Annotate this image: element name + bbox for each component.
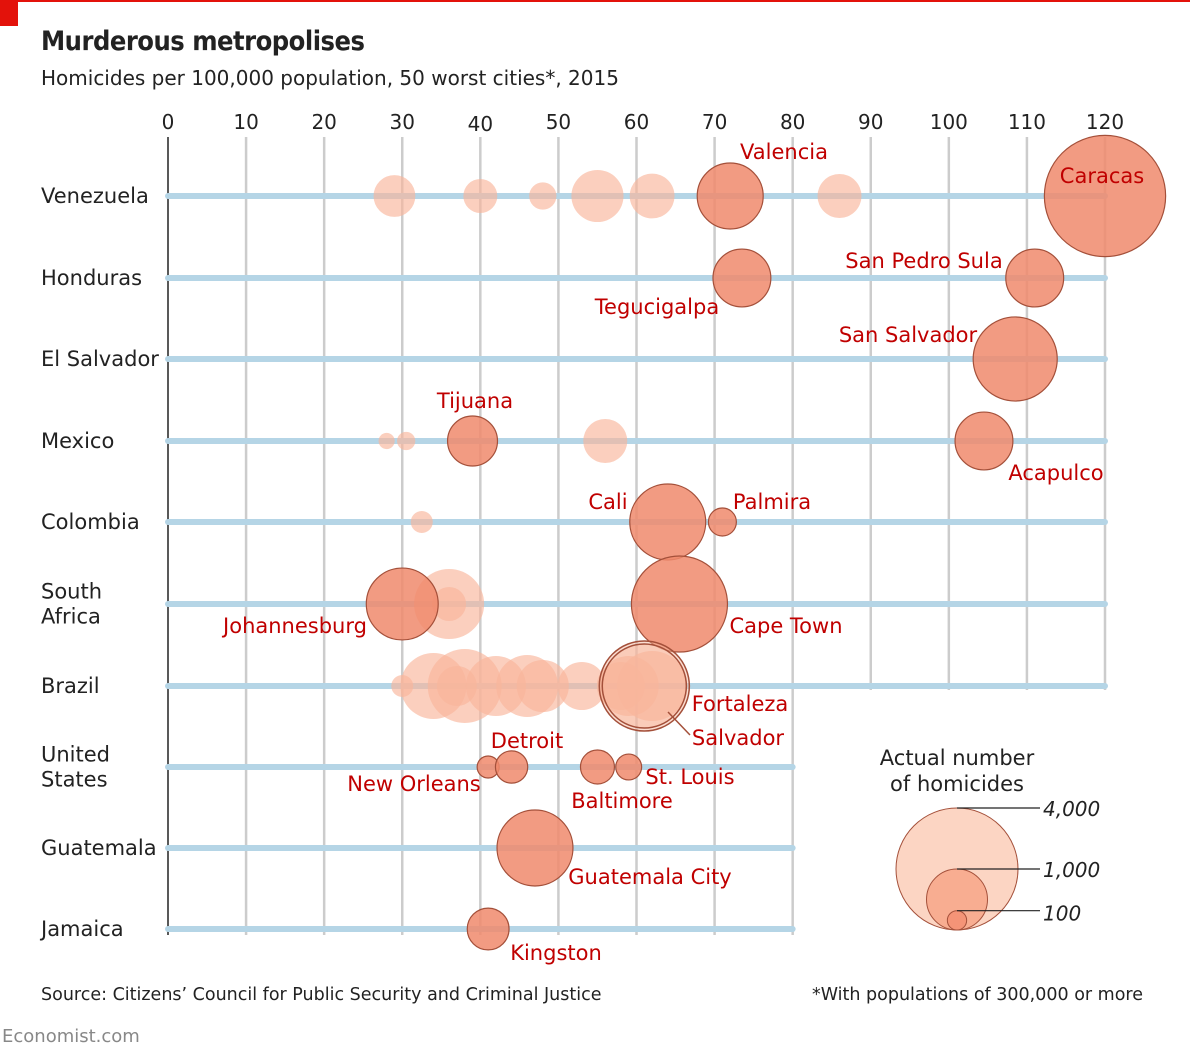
- city-bubble: [615, 753, 643, 781]
- city-bubble: [529, 182, 557, 210]
- city-bubble: [583, 419, 628, 463]
- x-tick-label: 90: [858, 110, 883, 134]
- city-bubble: [598, 640, 691, 732]
- country-label: Africa: [41, 605, 101, 629]
- country-label: El Salvador: [41, 347, 159, 371]
- country-label: Honduras: [41, 266, 142, 290]
- x-tick-label: 70: [702, 110, 727, 134]
- city-bubble: [463, 179, 498, 213]
- city-bubble: [1043, 134, 1167, 258]
- x-tick-label: 120: [1086, 110, 1124, 134]
- legend-label: 100: [1043, 902, 1081, 926]
- city-bubble: [696, 162, 764, 230]
- city-label: Johannesburg: [221, 614, 367, 638]
- city-bubble: [516, 659, 569, 713]
- city-label: Tegucigalpa: [594, 295, 719, 319]
- city-bubble: [972, 316, 1058, 402]
- country-label: Guatemala: [41, 836, 157, 860]
- country-label: States: [41, 768, 108, 792]
- top-rule: [0, 0, 1190, 2]
- city-bubble: [571, 169, 624, 223]
- legend-label: 1,000: [1043, 858, 1100, 882]
- country-label: Mexico: [41, 429, 114, 453]
- city-bubble: [410, 511, 433, 533]
- city-bubble: [1005, 248, 1065, 308]
- city-label: Valencia: [740, 140, 828, 164]
- legend-label: 4,000: [1043, 797, 1100, 821]
- city-bubble: [712, 248, 772, 308]
- city-label: Acapulco: [1008, 461, 1103, 485]
- legend-title: of homicides: [890, 772, 1024, 796]
- city-label: San Salvador: [839, 323, 978, 347]
- city-bubble: [365, 567, 439, 641]
- legend-bubble: [946, 910, 968, 931]
- x-tick-label: 10: [233, 110, 258, 134]
- city-bubble: [630, 555, 729, 653]
- city-bubble: [954, 411, 1014, 471]
- city-bubble: [496, 809, 574, 887]
- city-bubble: [817, 174, 862, 218]
- city-label: Palmira: [733, 490, 811, 514]
- x-tick-label: 110: [1008, 110, 1046, 134]
- city-label: Tijuana: [436, 389, 513, 413]
- city-bubble: [466, 907, 510, 951]
- city-bubble: [494, 750, 529, 784]
- x-tick-label: 80: [780, 110, 805, 134]
- city-bubble: [557, 661, 606, 711]
- city-label: Salvador: [692, 726, 785, 750]
- city-bubble: [446, 415, 499, 467]
- city-bubble: [436, 665, 477, 707]
- brand-logo: Economist.com: [2, 1026, 140, 1047]
- city-bubble: [373, 175, 416, 217]
- brand-tab: [0, 0, 18, 26]
- city-label: Detroit: [491, 729, 563, 753]
- city-label: St. Louis: [645, 765, 734, 789]
- city-bubble: [378, 432, 395, 450]
- country-label: Brazil: [41, 674, 100, 698]
- city-label: Kingston: [510, 941, 602, 965]
- country-label: Jamaica: [39, 917, 124, 941]
- country-label: South: [41, 580, 102, 604]
- source-note: Source: Citizens’ Council for Public Sec…: [41, 985, 602, 1005]
- city-label: Baltimore: [571, 789, 673, 813]
- city-bubble: [601, 643, 688, 729]
- city-bubble: [707, 507, 737, 537]
- x-tick-label: 0: [162, 110, 175, 134]
- chart-subtitle: Homicides per 100,000 population, 50 wor…: [41, 66, 619, 90]
- city-label: New Orleans: [347, 772, 481, 796]
- x-tick-label: 30: [390, 110, 415, 134]
- chart-title: Murderous metropolises: [41, 26, 365, 57]
- city-bubble: [579, 749, 616, 785]
- city-bubble: [617, 650, 688, 722]
- x-tick-label: 50: [546, 110, 571, 134]
- footnote: *With populations of 300,000 or more: [811, 985, 1143, 1005]
- city-bubble: [629, 483, 707, 561]
- city-bubble: [629, 173, 675, 219]
- city-label: Cali: [588, 490, 627, 514]
- city-label: Caracas: [1060, 164, 1144, 188]
- legend-title: Actual number: [880, 746, 1035, 770]
- country-label: Colombia: [41, 510, 140, 534]
- city-label: Cape Town: [729, 614, 842, 638]
- city-label: Fortaleza: [692, 692, 789, 716]
- x-tick-label: 100: [930, 110, 968, 134]
- city-label: Guatemala City: [568, 865, 731, 889]
- x-tick-label: 40: [468, 112, 493, 136]
- city-bubble: [397, 431, 416, 451]
- city-bubble: [432, 587, 467, 621]
- country-label: Venezuela: [41, 184, 149, 208]
- x-tick-label: 20: [311, 110, 336, 134]
- country-label: United: [41, 743, 110, 767]
- x-tick-label: 60: [624, 110, 649, 134]
- leader-line: [667, 711, 691, 736]
- city-label: San Pedro Sula: [845, 249, 1002, 273]
